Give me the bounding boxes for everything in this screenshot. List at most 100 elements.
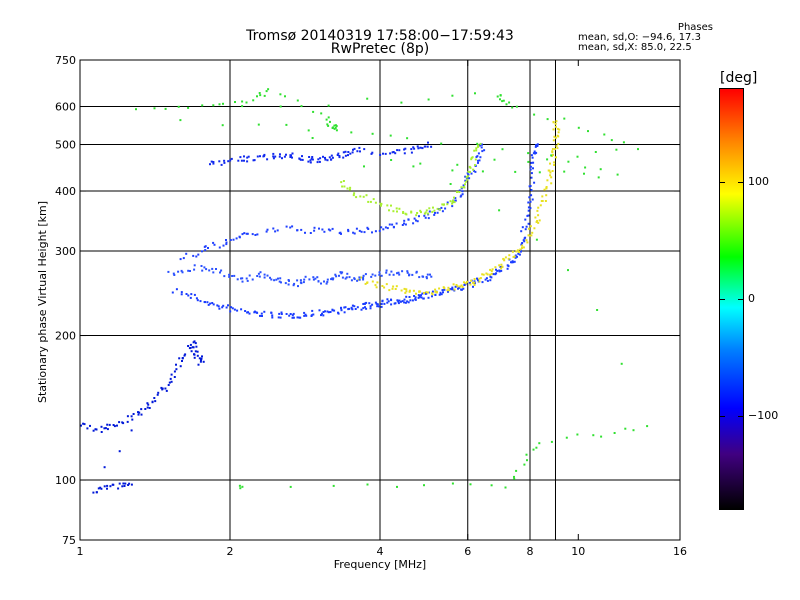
phase-point (266, 158, 269, 161)
phase-point (405, 290, 408, 293)
phase-point (476, 145, 479, 148)
phase-point (374, 301, 377, 304)
phase-point (274, 155, 277, 158)
phase-point (353, 192, 356, 195)
colorbar-tick-label: 0 (748, 292, 755, 305)
phase-point (406, 271, 409, 274)
phase-point (646, 425, 649, 428)
phase-point (369, 305, 372, 308)
phase-point (228, 275, 231, 278)
phase-point (308, 156, 311, 158)
phase-point (281, 157, 283, 160)
phase-point (211, 267, 214, 270)
phase-point (347, 154, 349, 157)
phase-point (146, 402, 149, 405)
phase-point (391, 151, 394, 154)
phase-point (350, 131, 353, 134)
phase-point (370, 152, 373, 155)
phase-point (499, 266, 502, 268)
phase-point (340, 272, 343, 275)
phase-point (477, 161, 479, 164)
phase-point (362, 195, 365, 198)
phase-point (378, 229, 381, 232)
phase-point (516, 255, 518, 258)
phase-point (316, 276, 319, 279)
phase-point (211, 302, 214, 304)
phase-point (233, 274, 236, 277)
phase-point (538, 442, 541, 445)
phase-point (153, 397, 156, 399)
phase-point (386, 204, 389, 207)
phase-point (274, 230, 277, 233)
phase-point (530, 161, 533, 164)
phase-point (179, 258, 182, 261)
phase-point (247, 155, 250, 158)
phase-point (236, 278, 239, 281)
phase-point (241, 100, 244, 103)
phase-point (362, 303, 365, 305)
phase-point (526, 214, 529, 217)
phase-point (121, 485, 124, 488)
phase-point (444, 207, 447, 210)
phase-point (164, 107, 167, 110)
phase-point (106, 487, 108, 490)
phase-point (180, 291, 183, 294)
phase-point (263, 276, 266, 279)
phase-point (278, 155, 281, 158)
phase-point (135, 108, 137, 111)
phase-point (179, 365, 182, 368)
phase-point (449, 183, 452, 185)
phase-point (94, 428, 97, 431)
phase-point (503, 259, 506, 262)
phase-point (181, 360, 183, 362)
phase-point (421, 147, 424, 150)
phase-point (384, 152, 387, 155)
phase-point (491, 268, 494, 271)
phase-point (271, 314, 274, 317)
phase-point (187, 294, 190, 297)
phase-point (280, 311, 283, 314)
phase-point (369, 307, 372, 310)
phase-point (527, 214, 530, 217)
phase-point (218, 103, 221, 106)
phase-point (456, 163, 459, 166)
phase-point (521, 247, 523, 249)
phase-point (527, 227, 530, 230)
colorbar-tick (738, 181, 744, 183)
phase-point (438, 293, 441, 296)
phase-point (270, 311, 273, 314)
phase-point (479, 156, 482, 159)
phase-point (305, 314, 308, 317)
phase-point (201, 269, 204, 272)
phase-point (529, 165, 532, 168)
phase-point (311, 309, 314, 312)
phase-point (338, 155, 341, 157)
phase-point (324, 158, 327, 161)
phase-point (462, 287, 465, 290)
phase-point (326, 280, 329, 283)
phase-point (460, 186, 463, 189)
phase-point (531, 231, 534, 234)
phase-point (468, 165, 471, 168)
phase-point (195, 297, 198, 300)
phase-point (297, 285, 299, 288)
x-tick-label: 10 (571, 545, 585, 558)
phase-point (519, 248, 522, 251)
phase-point (534, 145, 537, 148)
phase-point (505, 103, 508, 106)
phase-point (291, 156, 293, 159)
phase-point (392, 273, 395, 276)
phase-point (239, 487, 242, 490)
phase-point (246, 279, 249, 282)
phase-point (463, 281, 465, 284)
phase-point (296, 99, 299, 102)
phase-point (599, 168, 602, 171)
phase-point (200, 357, 203, 360)
phase-point (386, 298, 389, 301)
phase-point (86, 427, 89, 430)
phase-point (344, 306, 347, 309)
phase-point (504, 486, 507, 489)
phase-point (156, 393, 159, 396)
phase-point (424, 216, 427, 219)
phase-point (537, 214, 540, 217)
